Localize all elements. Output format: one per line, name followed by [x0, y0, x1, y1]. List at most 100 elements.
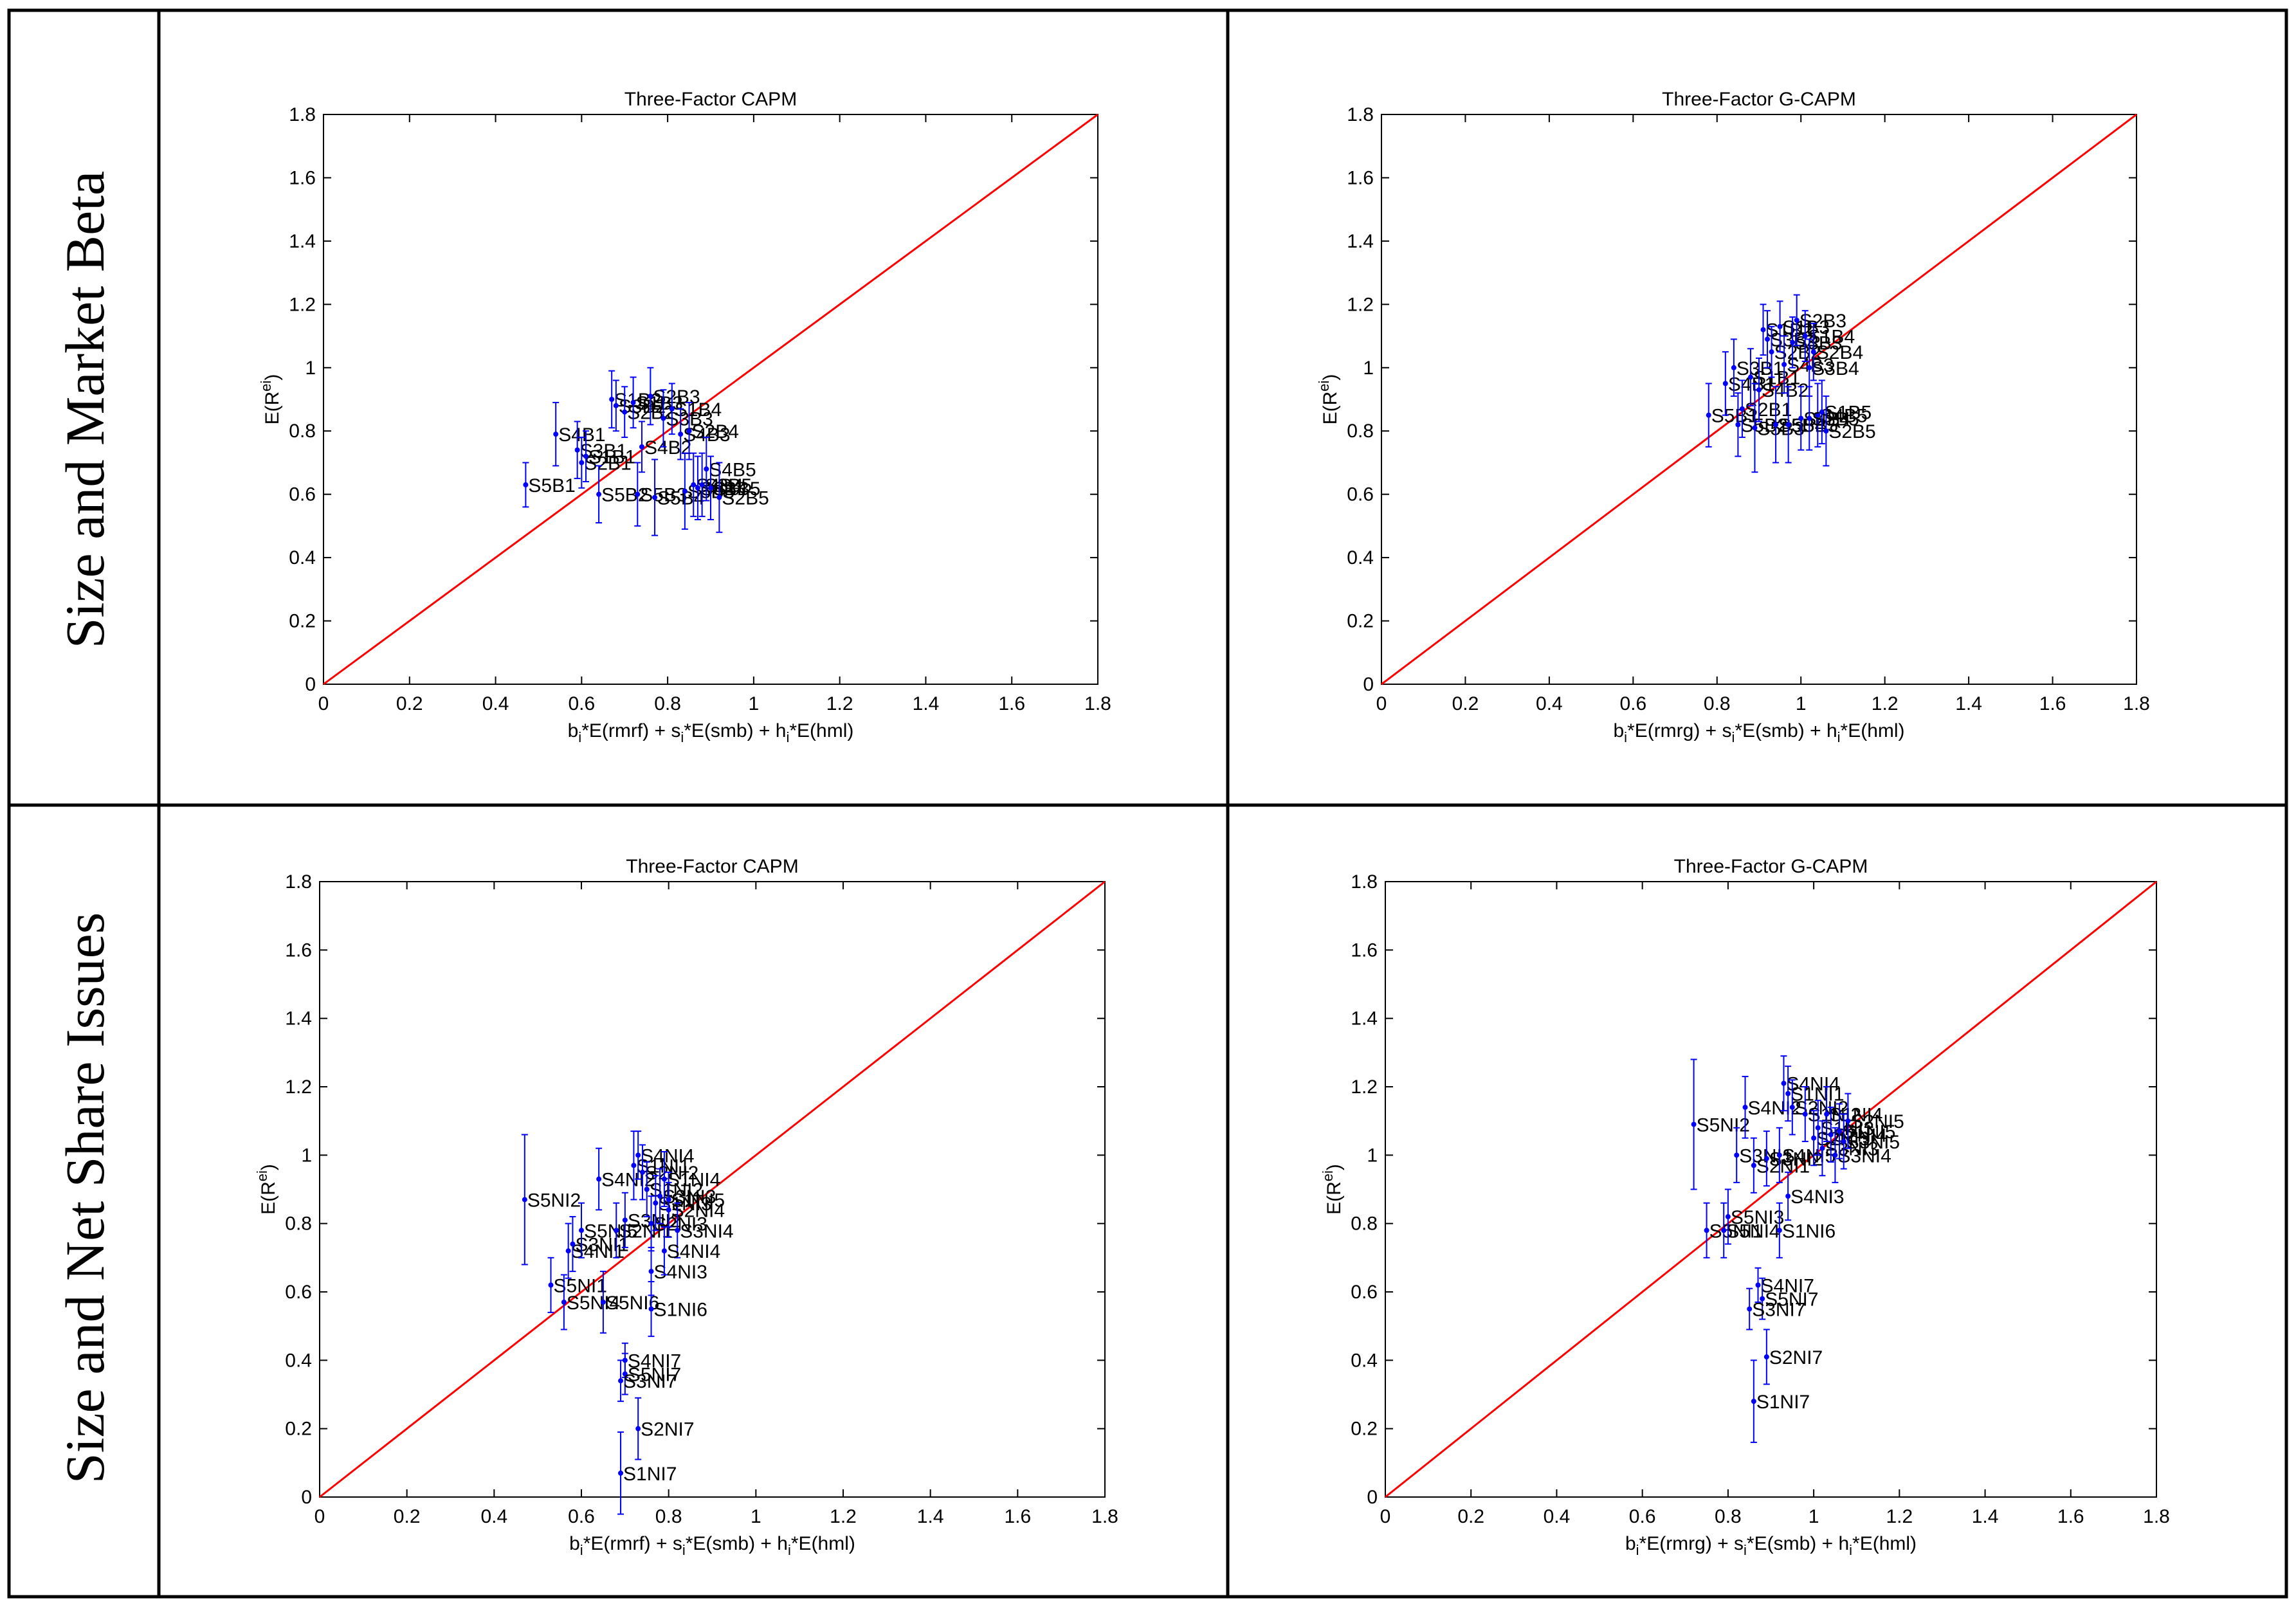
data-point	[1789, 1104, 1795, 1110]
data-point	[1734, 1152, 1740, 1158]
y-tick-label: 0.4	[289, 547, 316, 568]
data-point	[1739, 406, 1745, 412]
data-point	[1828, 1132, 1834, 1138]
y-tick-label: 1.6	[285, 940, 312, 961]
data-point	[1815, 412, 1821, 418]
point-label: S2B4	[692, 421, 739, 442]
point-label: S5NI3	[1731, 1207, 1784, 1228]
point-label: S4NI4	[1786, 1074, 1839, 1095]
data-point	[618, 1378, 624, 1384]
point-label: S1B1	[588, 447, 635, 468]
chart-title: Three-Factor G-CAPM	[1662, 89, 1856, 110]
data-point	[1823, 428, 1829, 434]
data-point	[1845, 1118, 1851, 1124]
point-label: S3B4	[700, 478, 747, 500]
x-axis-label: bi*E(rmrf) + si*E(smb) + hi*E(hml)	[568, 720, 854, 745]
x-tick-label: 0	[1380, 1506, 1391, 1527]
data-point	[1837, 1129, 1843, 1134]
y-tick-label: 1.4	[1347, 231, 1374, 252]
point-label: S1NI6	[1782, 1221, 1836, 1242]
x-tick-label: 1	[751, 1506, 761, 1527]
y-tick-label: 1.8	[285, 871, 312, 893]
y-tick-label: 0.4	[1351, 1350, 1378, 1371]
x-tick-label: 1.6	[2039, 693, 2066, 714]
data-point	[553, 431, 559, 437]
y-tick-label: 1.4	[285, 1008, 312, 1030]
point-label: S3NI4	[680, 1221, 733, 1242]
point-label: S5NI5	[584, 1221, 637, 1242]
data-point	[699, 482, 705, 487]
y-tick-label: 1.6	[289, 167, 316, 188]
data-point	[653, 1200, 659, 1206]
data-point	[631, 1163, 637, 1168]
point-label: S2B3	[1799, 311, 1846, 332]
x-tick-label: 0	[318, 693, 329, 714]
data-point	[1832, 1152, 1838, 1158]
y-tick-label: 1.2	[289, 294, 316, 315]
x-tick-label: 1.6	[2057, 1506, 2084, 1527]
data-point	[648, 1269, 654, 1275]
data-point	[1802, 333, 1808, 339]
point-label: S1B4	[675, 399, 722, 421]
data-point	[1773, 422, 1779, 428]
point-label: S5NI7	[628, 1365, 681, 1386]
data-point	[1735, 422, 1741, 428]
x-axis-label: bi*E(rmrg) + si*E(smb) + hi*E(hml)	[1613, 720, 1904, 745]
x-tick-label: 0.4	[480, 1506, 507, 1527]
point-label: S1B5	[1825, 403, 1872, 424]
data-point	[686, 428, 692, 434]
data-point	[565, 1248, 571, 1254]
point-label: S1B2	[614, 390, 661, 411]
data-point	[1824, 1111, 1830, 1117]
chart-title: Three-Factor CAPM	[626, 856, 798, 877]
data-point	[574, 447, 580, 453]
data-point	[1807, 365, 1812, 370]
data-point	[522, 1197, 527, 1203]
point-label: S5B1	[528, 475, 575, 496]
data-point	[675, 1228, 680, 1233]
y-tick-label: 0.2	[285, 1419, 312, 1440]
point-label: S5NI4	[567, 1293, 620, 1314]
x-tick-label: 1.2	[826, 693, 853, 714]
x-tick-label: 1.2	[1872, 693, 1899, 714]
point-label: S2NI5	[1850, 1111, 1904, 1132]
y-tick-label: 1	[1367, 1145, 1378, 1166]
data-point	[1760, 1296, 1765, 1302]
data-point	[1769, 349, 1774, 355]
y-tick-label: 0	[305, 674, 316, 695]
y-tick-label: 1.8	[1347, 104, 1374, 125]
point-label: S3B1	[1736, 358, 1783, 379]
data-point	[648, 1221, 654, 1226]
point-label: S5NI7	[1765, 1289, 1818, 1311]
x-tick-label: 0.4	[1536, 693, 1563, 714]
data-point	[661, 415, 666, 421]
data-point	[1819, 409, 1825, 415]
point-label: S5B3	[1757, 418, 1804, 439]
x-tick-label: 1	[1796, 693, 1807, 714]
data-point	[596, 1176, 602, 1182]
y-tick-label: 1	[301, 1145, 312, 1166]
y-tick-label: 0.6	[285, 1282, 312, 1303]
data-point	[1755, 1282, 1761, 1288]
point-label: S2B1	[1745, 399, 1792, 421]
data-point	[635, 1152, 641, 1158]
point-label: S2NI2	[645, 1163, 698, 1184]
data-point	[1756, 387, 1762, 393]
point-label: S3NI4	[1837, 1145, 1891, 1167]
data-point	[716, 495, 722, 500]
y-axis-label: E(Rei)	[254, 1164, 279, 1215]
x-axis-label: bi*E(rmrf) + si*E(smb) + hi*E(hml)	[569, 1533, 855, 1558]
y-tick-label: 1.2	[285, 1076, 312, 1098]
y-tick-label: 0.8	[1347, 421, 1374, 442]
data-point	[579, 1228, 584, 1233]
x-tick-label: 0.6	[568, 693, 595, 714]
data-point	[561, 1299, 567, 1305]
x-tick-label: 0.2	[394, 1506, 421, 1527]
data-point	[596, 491, 602, 497]
point-label: S2NI7	[641, 1419, 694, 1440]
point-label: S2NI7	[1769, 1347, 1823, 1368]
y-tick-label: 0.6	[289, 484, 316, 505]
diagonal-line	[1385, 880, 2157, 1498]
